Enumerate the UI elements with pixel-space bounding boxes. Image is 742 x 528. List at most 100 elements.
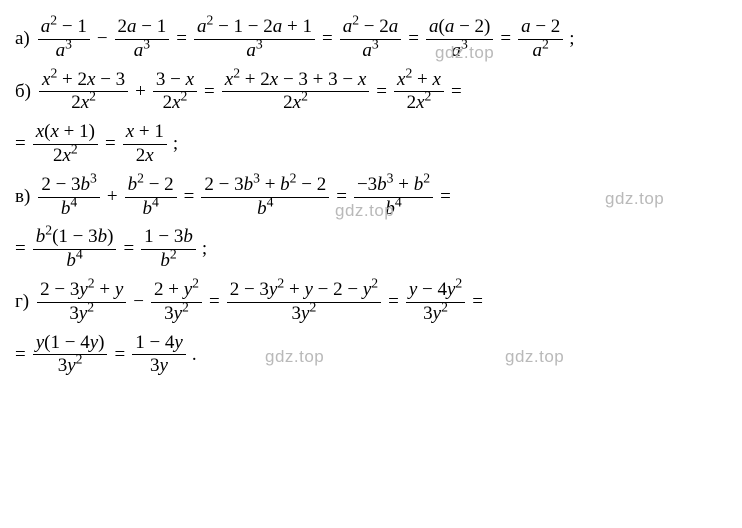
numerator: x(x + 1): [33, 121, 98, 145]
denominator: 2x2: [404, 92, 435, 115]
denominator: 3y: [147, 355, 171, 378]
equals: =: [15, 343, 26, 368]
numerator: x2 + 2x − 3 + 3 − x: [222, 69, 370, 93]
fraction: a − 2a2: [518, 16, 563, 63]
denominator: 2x2: [280, 92, 311, 115]
denominator: 2x2: [160, 92, 191, 115]
fraction: b2(1 − 3b)b4: [33, 226, 117, 273]
denominator: b4: [254, 198, 276, 221]
equation-line: = x(x + 1)2x2 = x + 12x;: [15, 121, 727, 168]
equals: =: [176, 27, 187, 52]
numerator: x2 + x: [394, 69, 444, 93]
fraction: a2 − 2aa3: [340, 16, 402, 63]
fraction: x2 + 2x − 3 + 3 − x2x2: [222, 69, 370, 116]
terminator: ;: [569, 27, 574, 52]
item-label: в): [15, 185, 30, 210]
fraction: 1 − 3bb2: [141, 226, 196, 273]
fraction: 1 − 4y3y: [132, 332, 186, 379]
fraction: x + 12x: [123, 121, 167, 168]
equals: =: [322, 27, 333, 52]
equals: =: [440, 185, 451, 210]
denominator: b4: [63, 250, 85, 273]
fraction: 2 − 3b3 + b2 − 2b4: [201, 174, 329, 221]
fraction: −3b3 + b2b4: [354, 174, 433, 221]
numerator: y(1 − 4y): [33, 332, 108, 356]
denominator: 3y2: [55, 355, 86, 378]
equation-line: б)x2 + 2x − 32x2+3 − x2x2=x2 + 2x − 3 + …: [15, 69, 727, 116]
equals: =: [184, 185, 195, 210]
fraction: 2 − 3b3b4: [38, 174, 100, 221]
numerator: x + 1: [123, 121, 167, 145]
numerator: 2 + y2: [151, 279, 202, 303]
numerator: a2 − 1: [38, 16, 90, 40]
equals: =: [472, 290, 483, 315]
numerator: 1 − 3b: [141, 226, 196, 250]
fraction: 2 − 3y2 + y3y2: [37, 279, 126, 326]
fraction: 2 + y23y2: [151, 279, 202, 326]
numerator: a2 − 1 − 2a + 1: [194, 16, 315, 40]
numerator: y − 4y2: [406, 279, 465, 303]
equation-line: =b2(1 − 3b)b4=1 − 3bb2;: [15, 226, 727, 273]
numerator: 1 − 4y: [132, 332, 186, 356]
denominator: b4: [382, 198, 404, 221]
numerator: a − 2: [518, 16, 563, 40]
numerator: a(a − 2): [426, 16, 493, 40]
fraction: 2a − 1a3: [115, 16, 170, 63]
numerator: b2 − 2: [125, 174, 177, 198]
equals: =: [204, 80, 215, 105]
fraction: 2 − 3y2 + y − 2 − y23y2: [227, 279, 381, 326]
equation-line: в)2 − 3b3b4+b2 − 2b4=2 − 3b3 + b2 − 2b4=…: [15, 174, 727, 221]
item-label: б): [15, 80, 31, 105]
terminator: .: [192, 343, 197, 368]
equals: =: [15, 237, 26, 262]
numerator: −3b3 + b2: [354, 174, 433, 198]
fraction: x2 + 2x − 32x2: [39, 69, 128, 116]
equals: =: [388, 290, 399, 315]
denominator: a3: [359, 40, 381, 63]
math-worksheet: а)a2 − 1a3−2a − 1a3=a2 − 1 − 2a + 1a3=a2…: [15, 16, 727, 378]
numerator: a2 − 2a: [340, 16, 402, 40]
denominator: b2: [157, 250, 179, 273]
equals: =: [114, 343, 125, 368]
fraction: a(a − 2)a3: [426, 16, 493, 63]
watermark: gdz.top: [265, 346, 324, 368]
equals: =: [15, 132, 26, 157]
denominator: a3: [449, 40, 471, 63]
equals: =: [451, 80, 462, 105]
numerator: 2 − 3y2 + y: [37, 279, 126, 303]
watermark: gdz.top: [605, 188, 664, 210]
denominator: a2: [530, 40, 552, 63]
numerator: x2 + 2x − 3: [39, 69, 128, 93]
fraction: a2 − 1 − 2a + 1a3: [194, 16, 315, 63]
denominator: b4: [139, 198, 161, 221]
numerator: 2 − 3b3 + b2 − 2: [201, 174, 329, 198]
equals: =: [336, 185, 347, 210]
terminator: ;: [202, 237, 207, 262]
watermark: gdz.top: [505, 346, 564, 368]
numerator: b2(1 − 3b): [33, 226, 117, 250]
denominator: 2x2: [50, 145, 81, 168]
operator: −: [97, 27, 108, 52]
equals: =: [105, 132, 116, 157]
fraction: x2 + x2x2: [394, 69, 444, 116]
denominator: 3y2: [161, 303, 192, 326]
fraction: y(1 − 4y)3y2: [33, 332, 108, 379]
equals: =: [376, 80, 387, 105]
denominator: 2x: [133, 145, 157, 168]
operator: −: [133, 290, 144, 315]
numerator: 2a − 1: [115, 16, 170, 40]
item-label: г): [15, 290, 29, 315]
terminator: ;: [173, 132, 178, 157]
denominator: a3: [53, 40, 75, 63]
equation-line: г)2 − 3y2 + y3y2−2 + y23y2=2 − 3y2 + y −…: [15, 279, 727, 326]
numerator: 2 − 3y2 + y − 2 − y2: [227, 279, 381, 303]
denominator: 2x2: [68, 92, 99, 115]
operator: +: [135, 80, 146, 105]
denominator: 3y2: [66, 303, 97, 326]
fraction: a2 − 1a3: [38, 16, 90, 63]
denominator: 3y2: [420, 303, 451, 326]
fraction: x(x + 1)2x2: [33, 121, 98, 168]
fraction: y − 4y23y2: [406, 279, 465, 326]
denominator: 3y2: [289, 303, 320, 326]
equals: =: [123, 237, 134, 262]
